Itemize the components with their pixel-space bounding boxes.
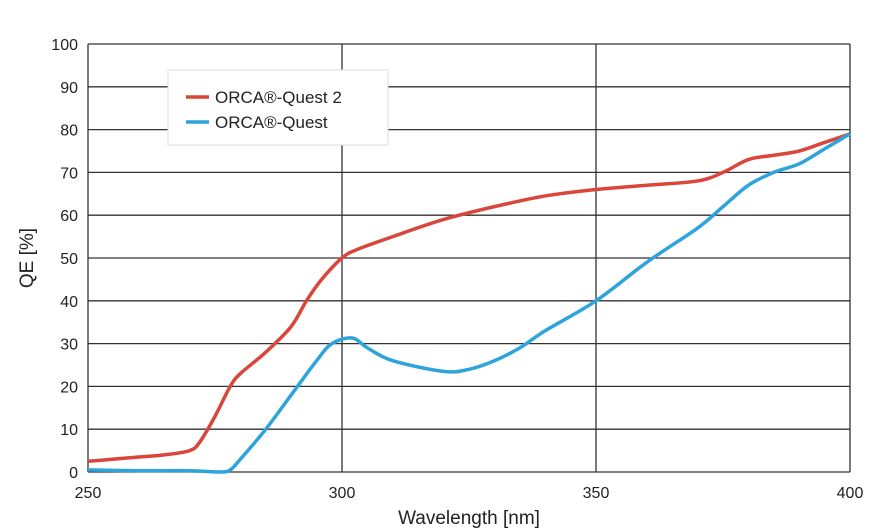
x-tick-label: 300 — [329, 485, 356, 502]
y-tick-label: 70 — [60, 165, 78, 182]
y-tick-label: 0 — [69, 465, 78, 482]
y-tick-label: 100 — [51, 37, 78, 54]
y-tick-labels: 0 10 20 30 40 50 60 70 80 90 100 — [51, 37, 78, 482]
y-tick-label: 90 — [60, 80, 78, 97]
series-line-quest — [87, 132, 851, 474]
legend-box — [167, 69, 389, 146]
x-axis-label: Wavelength [nm] — [398, 508, 540, 529]
y-tick-label: 60 — [60, 208, 78, 225]
y-tick-label: 10 — [60, 422, 78, 439]
x-tick-label: 400 — [837, 485, 864, 502]
y-tick-label: 40 — [60, 294, 78, 311]
y-tick-label: 80 — [60, 123, 78, 140]
y-tick-label: 20 — [60, 379, 78, 396]
series-lines — [87, 132, 851, 474]
series-line-quest2 — [87, 132, 851, 464]
legend-label-quest2: ORCA®-Quest 2 — [215, 88, 342, 107]
y-tick-label: 30 — [60, 337, 78, 354]
x-tick-label: 350 — [583, 485, 610, 502]
y-axis-label: QE [%] — [17, 228, 38, 288]
x-tick-labels: 250 300 350 400 — [75, 485, 864, 502]
legend: ORCA®-Quest 2 ORCA®-Quest — [167, 69, 389, 146]
y-tick-label: 50 — [60, 251, 78, 268]
legend-label-quest: ORCA®-Quest — [215, 113, 328, 132]
x-tick-label: 250 — [75, 485, 102, 502]
